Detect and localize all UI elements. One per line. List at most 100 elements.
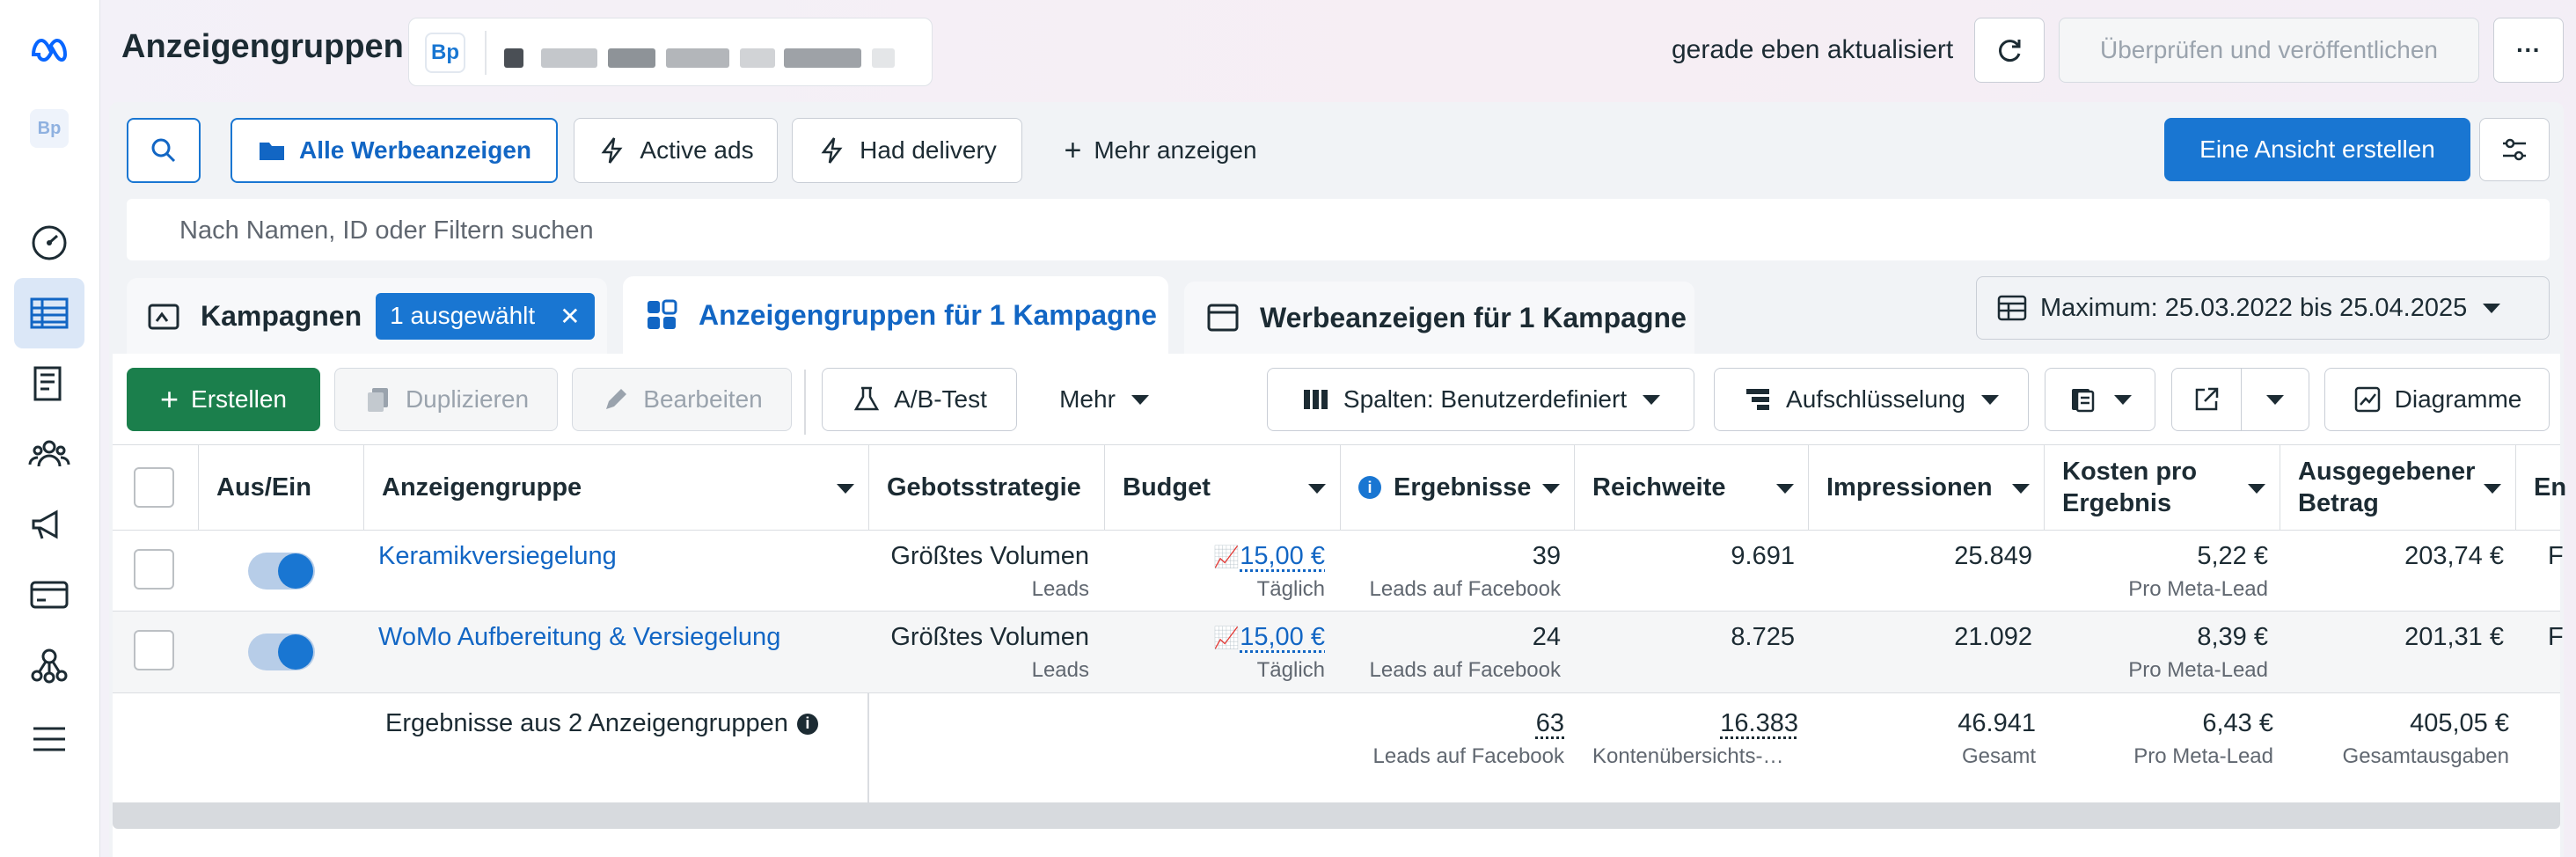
tab-campaigns[interactable]: Kampagnen 1 ausgewählt ✕ [127,278,607,354]
review-publish-button[interactable]: Überprüfen und veröffentlichen [2059,18,2479,83]
bid-strategy-value: Größtes Volumen [890,623,1089,651]
info-icon[interactable]: i [1358,476,1381,499]
breakdown-label: Aufschlüsselung [1786,385,1965,413]
breakdown-button[interactable]: Aufschlüsselung [1714,368,2029,431]
tab-adsets[interactable]: Anzeigengruppen für 1 Kampagne [623,276,1168,354]
export-options-button[interactable] [2241,368,2309,431]
account-avatar-icon[interactable]: Bp [14,93,84,164]
edit-button[interactable]: Bearbeiten [572,368,792,431]
flask-icon [853,386,880,411]
row-status-toggle[interactable] [248,634,315,670]
date-range-picker[interactable]: Maximum: 25.03.2022 bis 25.04.2025 [1976,276,2550,340]
lightning-icon [601,137,623,164]
end-value: F [2548,542,2564,570]
audiences-icon[interactable] [14,419,84,489]
column-header-toggle: Aus/Ein [199,445,364,530]
summary-results-value: 63 [1343,709,1564,738]
divider [804,370,806,435]
view-all-ads-label: Alle Werbeanzeigen [298,136,531,164]
ab-test-button[interactable]: A/B-Test [822,368,1017,431]
redacted-account-name [666,48,729,68]
search-toggle-button[interactable] [127,118,201,183]
chevron-down-icon [2483,303,2501,313]
column-header-bid-strategy[interactable]: Gebotsstrategie [869,445,1105,530]
view-settings-button[interactable] [2479,118,2550,181]
pages-icon[interactable] [14,348,84,419]
column-header-cost-per-result[interactable]: Kosten pro Ergebnis [2045,445,2280,530]
refresh-button[interactable] [1974,18,2045,83]
meta-logo-icon[interactable] [14,14,84,84]
view-had-delivery-label: Had delivery [860,136,997,164]
create-view-button[interactable]: Eine Ansicht erstellen [2164,118,2470,181]
reach-value: 9.691 [1731,542,1795,570]
divider [113,692,2560,693]
column-spent-label-line2: Betrag [2298,489,2379,517]
column-reach-label: Reichweite [1592,472,1726,502]
column-header-results[interactable]: i Ergebnisse [1341,445,1575,530]
sort-chevron-icon [837,484,854,494]
adset-name-link[interactable]: WoMo Aufbereitung & Versiegelung [378,623,781,651]
budget-value[interactable]: 📈15,00 € [1109,542,1325,571]
select-all-checkbox[interactable] [134,467,174,508]
charts-button[interactable]: Diagramme [2324,368,2550,431]
view-had-delivery-button[interactable]: Had delivery [792,118,1022,183]
view-active-ads-button[interactable]: Active ads [574,118,778,183]
clear-selection-close-icon[interactable]: ✕ [560,302,581,330]
export-button[interactable] [2171,368,2242,431]
table-row[interactable] [113,531,2560,612]
view-all-ads-button[interactable]: Alle Werbeanzeigen [231,118,558,183]
charts-label: Diagramme [2394,385,2522,413]
column-header-amount-spent[interactable]: Ausgegebener Betrag [2280,445,2516,530]
duplicate-button[interactable]: Duplizieren [334,368,558,431]
sort-chevron-icon [2248,484,2265,494]
view-active-ads-label: Active ads [640,136,754,164]
horizontal-scrollbar[interactable] [113,802,2560,829]
selected-filter-chip[interactable]: 1 ausgewählt ✕ [376,292,595,340]
ads-manager-table-icon[interactable] [14,278,84,348]
info-icon[interactable]: i [796,713,818,735]
column-header-budget[interactable]: Budget [1105,445,1341,530]
summary-label-text: Ergebnisse aus 2 Anzeigengruppen [385,709,788,737]
column-header-name[interactable]: Anzeigengruppe [364,445,869,530]
summary-amount-spent-sub: Gesamtausgaben [2342,744,2509,768]
bid-strategy-sub: Leads [1031,658,1089,682]
columns-button[interactable]: Spalten: Benutzerdefiniert [1267,368,1694,431]
column-header-reach[interactable]: Reichweite [1575,445,1809,530]
budget-value[interactable]: 📈15,00 € [1109,623,1325,652]
account-selector[interactable]: Bp [408,18,933,86]
more-options-icon[interactable]: ··· [2493,18,2564,83]
table-row[interactable] [113,612,2560,692]
redacted-account-name [784,48,861,68]
column-results-label: Ergebnisse [1394,472,1532,502]
billing-card-icon[interactable] [14,560,84,630]
impressions-value: 21.092 [1954,623,2032,651]
column-header-impressions[interactable]: Impressionen [1809,445,2045,530]
tab-ads[interactable]: Werbeanzeigen für 1 Kampagne [1184,282,1694,354]
redacted-account-name [872,48,895,68]
summary-cost-per-result-value: 6,43 € [2202,709,2273,737]
more-actions-button[interactable]: Mehr [1038,368,1170,431]
tab-ads-label: Werbeanzeigen für 1 Kampagne [1260,301,1687,333]
chevron-down-icon [1131,394,1149,405]
bid-strategy-sub: Leads [1031,577,1089,601]
business-network-icon[interactable] [14,630,84,700]
row-checkbox[interactable] [134,630,174,670]
create-button[interactable]: + Erstellen [127,368,320,431]
end-value: F [2548,623,2564,651]
account-logo: Bp [425,33,465,73]
row-checkbox[interactable] [134,549,174,590]
cost-per-result-value: 5,22 € [2197,542,2268,570]
dashboard-gauge-icon[interactable] [14,206,84,276]
folder-icon [259,143,284,160]
results-value: 39 [1532,542,1561,570]
redacted-account-name [608,48,655,68]
search-placeholder: Nach Namen, ID oder Filtern suchen [179,216,594,245]
reports-button[interactable] [2045,368,2155,431]
row-status-toggle[interactable] [248,553,315,590]
show-more-views-button[interactable]: + Mehr anzeigen [1040,118,1281,183]
search-filter-input[interactable]: Nach Namen, ID oder Filtern suchen [127,199,2550,260]
column-header-end[interactable]: En [2516,445,2566,530]
megaphone-icon[interactable] [14,489,84,560]
adset-name-link[interactable]: Keramikversiegelung [378,542,617,570]
menu-hamburger-icon[interactable] [14,704,84,774]
